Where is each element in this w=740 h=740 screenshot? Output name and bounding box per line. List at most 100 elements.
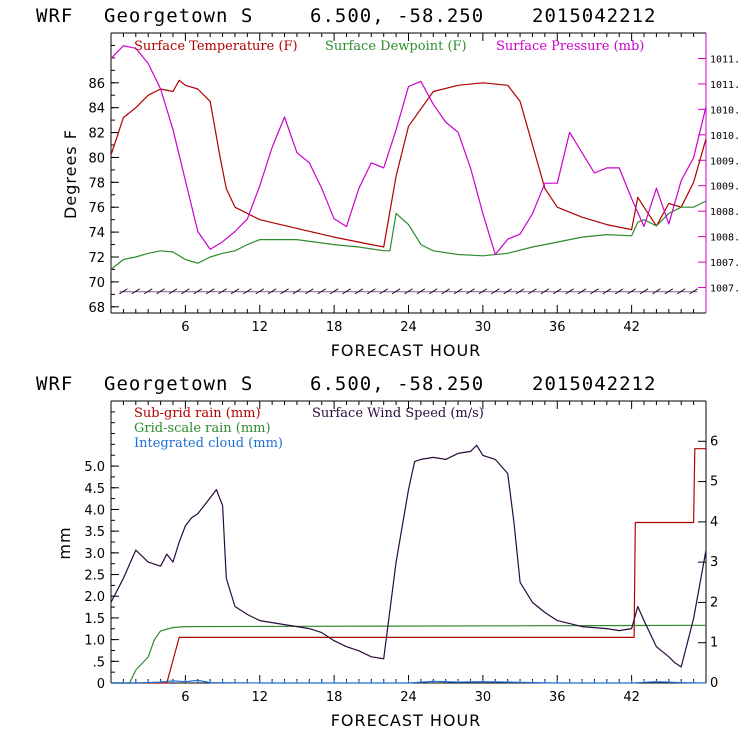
wind-barb bbox=[577, 288, 587, 295]
wind-barb bbox=[379, 288, 388, 295]
p2-xtick-label: 6 bbox=[181, 690, 189, 705]
p2-series-surface-wind-speed bbox=[110, 444, 707, 668]
p1-y2tick-label: 1011.5 bbox=[710, 54, 740, 65]
p1-ytick-label: 80 bbox=[88, 151, 105, 166]
wind-barb bbox=[552, 288, 562, 295]
wind-barb bbox=[342, 288, 351, 295]
p1-y2tick-label: 1011.0 bbox=[710, 80, 740, 91]
p2-ytick-label: 0 bbox=[97, 677, 105, 692]
wind-barb bbox=[528, 288, 537, 295]
wind-barb bbox=[639, 288, 649, 295]
p2-ytick-label: 5.0 bbox=[84, 460, 105, 475]
p2-xaxis-label: FORECAST HOUR bbox=[331, 711, 482, 730]
p2-title-init: 2015042212 bbox=[532, 373, 656, 395]
p2-ytick-label: 3.5 bbox=[84, 525, 105, 540]
p1-ytick-label: 72 bbox=[88, 251, 105, 266]
legend-gridscale-rain: Grid-scale rain (mm) bbox=[134, 421, 271, 436]
legend-surface-wind-speed: Surface Wind Speed (m/s) bbox=[312, 406, 484, 421]
p2-ytick-label: 2.5 bbox=[84, 569, 105, 584]
wind-barb bbox=[168, 288, 178, 295]
p2-y2tick-label: 5 bbox=[710, 475, 718, 490]
wind-barb bbox=[131, 288, 141, 295]
p1-xtick-label: 30 bbox=[475, 320, 492, 335]
wind-barb bbox=[267, 288, 277, 295]
wind-barb bbox=[627, 288, 636, 295]
wind-barb bbox=[676, 288, 686, 295]
p1-y2tick-label: 1010.5 bbox=[710, 105, 740, 116]
wind-barb bbox=[193, 288, 203, 295]
p1-xtick-label: 24 bbox=[400, 320, 417, 335]
wind-barb bbox=[367, 288, 376, 295]
wind-barb bbox=[119, 288, 128, 295]
p2-series-sub-grid-rain bbox=[111, 448, 706, 684]
wind-barb bbox=[143, 288, 153, 295]
p2-xtick-label: 18 bbox=[326, 690, 343, 705]
p2-title-coords: 6.500, -58.250 bbox=[310, 373, 484, 395]
wind-barb bbox=[515, 288, 525, 295]
p2-yaxis-label: mm bbox=[55, 526, 74, 559]
wind-barb bbox=[602, 288, 612, 295]
wind-barb bbox=[156, 288, 165, 295]
p2-xtick-label: 30 bbox=[475, 690, 492, 705]
p2-ytick-label: 1.0 bbox=[84, 634, 105, 649]
p2-title-station: Georgetown S bbox=[104, 373, 253, 395]
p1-series-surface-temperature bbox=[110, 79, 707, 248]
wind-barb bbox=[205, 288, 215, 295]
wind-barb bbox=[218, 288, 227, 295]
wind-barb bbox=[404, 288, 413, 295]
wind-barb bbox=[305, 288, 314, 295]
p1-ytick-label: 68 bbox=[88, 301, 105, 316]
p1-y2tick-label: 1008.0 bbox=[710, 233, 740, 244]
p1-y2tick-label: 1007.5 bbox=[710, 258, 740, 269]
p1-xtick-label: 6 bbox=[181, 320, 189, 335]
wind-barb bbox=[416, 288, 426, 295]
p2-ytick-label: 3.0 bbox=[84, 547, 105, 562]
p2-xtick-label: 24 bbox=[400, 690, 417, 705]
p1-y2tick-label: 1007.0 bbox=[710, 284, 740, 295]
p1-ytick-label: 78 bbox=[88, 176, 105, 191]
p1-ytick-label: 82 bbox=[88, 127, 105, 142]
p1-series-surface-pressure bbox=[110, 45, 707, 256]
p2-ytick-label: 4.5 bbox=[84, 482, 105, 497]
p1-title-model: WRF bbox=[36, 5, 73, 27]
p1-xaxis-label: FORECAST HOUR bbox=[331, 341, 482, 360]
p1-y2tick-label: 1009.0 bbox=[710, 182, 740, 193]
wind-barb bbox=[181, 288, 190, 295]
p2-xtick-label: 42 bbox=[623, 690, 640, 705]
wind-barb bbox=[664, 288, 674, 295]
p2-y2tick-label: 4 bbox=[710, 515, 718, 530]
p2-y2tick-label: 0 bbox=[710, 676, 718, 691]
p1-yaxis-label: Degrees F bbox=[61, 129, 80, 219]
p1-xtick-label: 42 bbox=[623, 320, 640, 335]
wind-barb bbox=[540, 288, 550, 295]
p1-xtick-label: 36 bbox=[549, 320, 566, 335]
p1-xtick-label: 18 bbox=[326, 320, 343, 335]
p1-xtick-label: 12 bbox=[251, 320, 268, 335]
p1-ytick-label: 86 bbox=[88, 77, 105, 92]
p1-y2tick-label: 1008.5 bbox=[710, 207, 740, 218]
wind-barb bbox=[466, 288, 475, 295]
p2-xtick-label: 12 bbox=[251, 690, 268, 705]
wind-barb bbox=[453, 288, 463, 295]
precipitation-panel: 6 12 18 24 30 36 420.51.01.52.02.53.03.54.04.5… bbox=[84, 400, 718, 705]
wind-barb bbox=[590, 288, 599, 295]
temperature-panel: 6 12 18 24 30 36 42 68 70 72 74 76 78 80 82 84 86 1007.0 1… bbox=[88, 32, 740, 335]
legend-surface-temperature: Surface Temperature (F) bbox=[134, 39, 298, 54]
p2-xtick-label: 36 bbox=[549, 690, 566, 705]
wind-barb bbox=[292, 288, 302, 295]
p2-series-grid-scale-rain bbox=[111, 624, 707, 684]
wind-barb bbox=[441, 288, 450, 295]
p1-title-coords: 6.500, -58.250 bbox=[310, 5, 484, 27]
p2-y2tick-label: 3 bbox=[710, 555, 718, 570]
wind-barb bbox=[689, 288, 698, 295]
wind-barb bbox=[565, 288, 574, 295]
p1-series-surface-dewpoint bbox=[110, 200, 707, 270]
p2-title-model: WRF bbox=[36, 373, 73, 395]
wind-barb bbox=[230, 288, 240, 295]
p2-ytick-label: 1.5 bbox=[84, 612, 105, 627]
legend-surface-pressure: Surface Pressure (mb) bbox=[496, 39, 644, 54]
wind-barb bbox=[255, 288, 265, 295]
p1-title-init: 2015042212 bbox=[532, 5, 656, 27]
